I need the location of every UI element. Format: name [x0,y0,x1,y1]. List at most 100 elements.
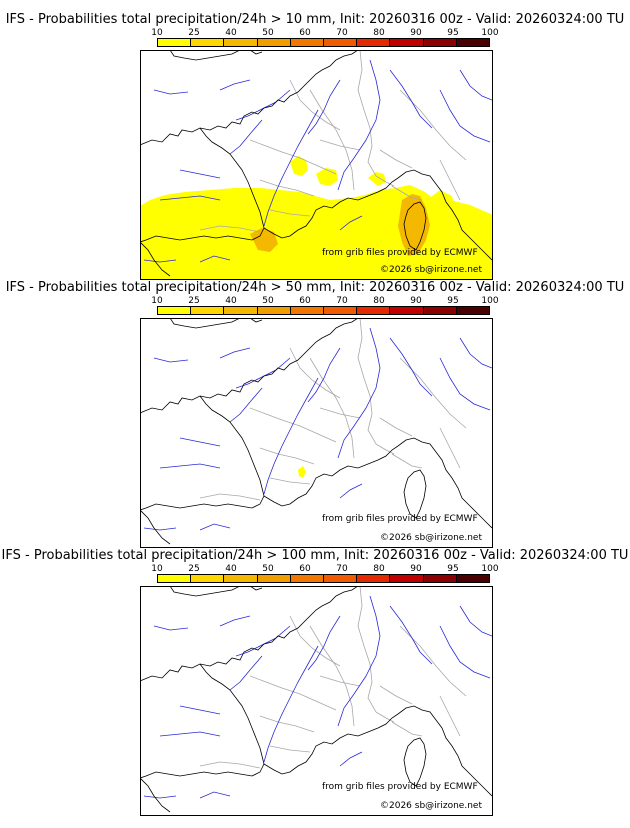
coastline [141,510,171,545]
river-line [153,625,189,631]
admin-border-line [269,209,311,217]
river-line [459,337,492,369]
colorbar-tick: 95 [447,28,459,38]
colorbar-segment [290,39,325,46]
colorbar-segment [423,39,457,46]
river-line [339,215,363,231]
colorbar-tick: 40 [225,28,237,38]
colorbar-tick: 10 [151,564,163,574]
map-svg [141,587,492,813]
river-line [153,357,189,363]
colorbar-ticks: 10 25 40 50 60 70 80 90 95 100 [151,28,498,38]
river-line [439,89,491,143]
river-line [159,463,221,469]
colorbar-tick: 80 [373,564,385,574]
admin-border-line [199,225,261,233]
precip-area-ligurian [430,190,456,218]
admin-border-line [391,721,423,737]
copyright-credit: ©2026 sb@irizone.net [380,533,482,543]
colorbar-tick: 60 [299,564,311,574]
colorbar-tick: 40 [225,564,237,574]
colorbar [157,38,490,47]
admin-border-line [309,357,355,459]
precip-area-central [290,156,308,176]
source-credit: from grib files provided by ECMWF [322,248,478,258]
colorbar-tick: 90 [410,28,422,38]
admin-border-line [399,625,467,697]
precip-area-gulf [250,228,278,252]
admin-border-line [357,51,395,187]
admin-border-line [399,357,467,429]
river-line [339,483,363,499]
colorbar-ticks: 10 25 40 50 60 70 80 90 95 100 [151,296,498,306]
admin-border-line [379,149,413,169]
coastline [397,437,492,529]
river-line [229,655,263,691]
map-frame [140,50,493,280]
colorbar-segment [390,575,424,582]
colorbar-tick: 70 [336,564,348,574]
colorbar-tick: 100 [481,564,499,574]
colorbar-tick: 90 [410,296,422,306]
source-credit: from grib files provided by ECMWF [322,514,478,524]
colorbar-tick: 25 [188,28,200,38]
river-line [339,751,363,767]
source-credit: from grib files provided by ECMWF [322,782,478,792]
colorbar-segment [390,307,424,314]
colorbar-tick: 10 [151,296,163,306]
river-line [235,357,291,389]
river-line [307,347,341,403]
colorbar-segment [324,575,358,582]
river-line [307,79,341,135]
admin-border-line [391,453,423,469]
colorbar-segment [191,575,225,582]
river-line [229,119,263,155]
colorbar-segment [456,307,490,314]
colorbar-segment [357,307,391,314]
river-line [143,527,177,531]
colorbar-segment [158,307,192,314]
river-line [179,705,221,715]
colorbar-segment [191,307,225,314]
map-svg [141,51,492,279]
coastline [263,177,399,239]
river-line [389,605,433,665]
map-svg [141,319,492,545]
colorbar [157,306,490,315]
colorbar-segment [191,39,225,46]
map-panel-10mm: IFS - Probabilities total precipitation/… [0,12,630,280]
river-line [263,377,319,495]
admin-border-line [259,447,315,465]
river-line [143,795,177,799]
precip-area-corsica [398,194,430,256]
river-line [199,255,231,263]
colorbar-segment [158,575,192,582]
admin-border-line [249,407,337,443]
colorbar-segment [324,307,358,314]
river-line [235,89,291,121]
river-line [307,615,341,671]
river-line [219,615,251,627]
coastline [170,51,263,61]
admin-border-line [249,675,337,711]
admin-border-line [269,745,311,753]
colorbar-ticks: 10 25 40 50 60 70 80 90 95 100 [151,564,498,574]
colorbar-segment [158,39,192,46]
precip-area-east [316,168,338,186]
admin-border-line [269,477,311,485]
colorbar-tick: 80 [373,296,385,306]
colorbar-tick: 100 [481,296,499,306]
admin-border-line [259,179,315,197]
river-line [229,387,263,423]
river-line [439,357,491,411]
river-line [199,523,231,531]
river-line [389,69,433,129]
admin-border-line [439,695,461,737]
admin-border-line [319,675,361,687]
colorbar-tick: 60 [299,28,311,38]
corsica-coastline [403,201,427,251]
admin-border-line [199,761,261,769]
colorbar-segment [224,575,258,582]
admin-border-line [249,139,337,175]
colorbar-segment [357,39,391,46]
